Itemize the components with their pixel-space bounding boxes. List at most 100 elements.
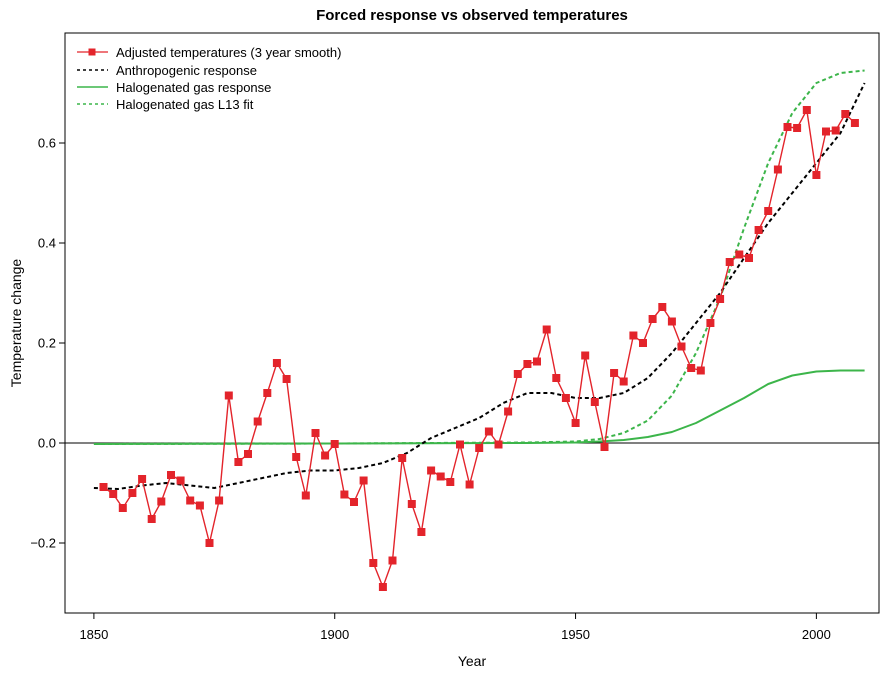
data-point bbox=[167, 471, 175, 479]
data-point bbox=[244, 450, 252, 458]
data-point bbox=[793, 124, 802, 132]
y-tick-label: 0.0 bbox=[38, 436, 56, 451]
data-point bbox=[427, 466, 436, 475]
data-point bbox=[301, 491, 310, 500]
x-tick-label: 1850 bbox=[79, 627, 108, 642]
data-point bbox=[571, 419, 580, 427]
data-point bbox=[446, 478, 455, 486]
data-point bbox=[745, 254, 753, 262]
data-point bbox=[465, 480, 474, 489]
legend: Adjusted temperatures (3 year smooth) An… bbox=[77, 45, 341, 112]
data-point bbox=[802, 106, 811, 114]
data-point bbox=[639, 339, 647, 347]
data-point bbox=[841, 110, 850, 118]
data-point bbox=[369, 559, 378, 567]
data-point bbox=[561, 394, 570, 402]
data-point bbox=[629, 331, 638, 340]
data-point bbox=[619, 377, 628, 386]
data-point bbox=[552, 374, 561, 382]
data-point bbox=[378, 583, 387, 591]
data-point bbox=[330, 440, 339, 448]
data-point bbox=[292, 453, 301, 461]
data-point bbox=[224, 391, 233, 400]
data-point bbox=[783, 123, 792, 131]
data-point bbox=[687, 364, 696, 372]
data-point bbox=[667, 317, 676, 326]
y-tick-label: 0.2 bbox=[38, 336, 56, 351]
data-point bbox=[850, 119, 859, 127]
data-point bbox=[147, 515, 156, 523]
series-line-3 bbox=[93, 69, 865, 445]
data-point bbox=[716, 295, 725, 303]
series-line-0 bbox=[103, 109, 856, 588]
legend-entry-halogenated-gas-response: Halogenated gas response bbox=[77, 80, 271, 95]
legend-label: Halogenated gas response bbox=[116, 80, 271, 95]
legend-entry-adjusted-temperatures: Adjusted temperatures (3 year smooth) bbox=[77, 45, 341, 60]
data-point bbox=[696, 366, 705, 375]
data-point bbox=[494, 440, 503, 449]
data-point bbox=[186, 496, 195, 505]
data-point bbox=[407, 500, 416, 508]
data-point bbox=[234, 458, 243, 466]
data-point bbox=[350, 498, 358, 506]
data-point bbox=[658, 303, 667, 311]
data-point bbox=[533, 357, 541, 366]
data-point bbox=[157, 497, 166, 506]
data-point bbox=[513, 370, 522, 378]
data-point bbox=[118, 504, 127, 512]
x-axis-label: Year bbox=[458, 653, 487, 669]
x-tick-label: 1900 bbox=[320, 627, 349, 642]
legend-label: Adjusted temperatures (3 year smooth) bbox=[116, 45, 341, 60]
data-point bbox=[475, 444, 484, 452]
axis-ticks: 1850 1900 1950 2000 −0.2 0.0 0.2 0.4 0.6 bbox=[30, 136, 831, 643]
series-layer bbox=[93, 69, 866, 591]
data-point bbox=[542, 325, 551, 334]
data-point bbox=[388, 556, 397, 565]
data-point bbox=[417, 528, 426, 536]
data-point bbox=[215, 496, 224, 505]
plot-frame bbox=[64, 32, 880, 614]
data-point bbox=[272, 359, 281, 367]
legend-label: Anthropogenic response bbox=[116, 63, 257, 78]
series-line-1 bbox=[93, 82, 866, 490]
data-point bbox=[253, 417, 262, 426]
data-point bbox=[282, 375, 291, 383]
data-point bbox=[359, 476, 368, 485]
data-point bbox=[773, 165, 782, 174]
data-point bbox=[523, 360, 532, 368]
y-axis-label: Temperature change bbox=[8, 259, 24, 388]
data-point bbox=[581, 351, 590, 360]
data-point bbox=[263, 389, 272, 397]
data-point bbox=[138, 475, 147, 483]
data-point bbox=[677, 342, 686, 351]
data-point bbox=[706, 319, 715, 327]
data-point bbox=[311, 429, 320, 437]
data-point bbox=[128, 489, 137, 497]
data-point bbox=[648, 315, 657, 323]
chart-title: Forced response vs observed temperatures bbox=[316, 7, 628, 24]
data-point bbox=[109, 490, 118, 498]
data-point bbox=[176, 476, 185, 485]
series-line-2 bbox=[93, 369, 865, 445]
y-tick-label: 0.6 bbox=[38, 136, 56, 151]
y-tick-label: 0.4 bbox=[38, 236, 56, 251]
x-tick-label: 2000 bbox=[802, 627, 831, 642]
data-point bbox=[195, 501, 204, 510]
data-point bbox=[456, 440, 464, 449]
legend-label: Halogenated gas L13 fit bbox=[116, 97, 254, 112]
legend-marker-square bbox=[88, 48, 96, 56]
data-point bbox=[610, 369, 619, 377]
data-point bbox=[831, 126, 840, 135]
data-point bbox=[764, 207, 773, 215]
data-point bbox=[735, 250, 744, 259]
data-point bbox=[321, 451, 330, 460]
data-point bbox=[99, 483, 108, 491]
data-point bbox=[725, 258, 734, 266]
data-point bbox=[754, 226, 763, 234]
data-point bbox=[812, 171, 821, 179]
x-tick-label: 1950 bbox=[561, 627, 590, 642]
data-point bbox=[822, 127, 830, 136]
data-point bbox=[436, 472, 445, 481]
data-point bbox=[340, 490, 349, 499]
